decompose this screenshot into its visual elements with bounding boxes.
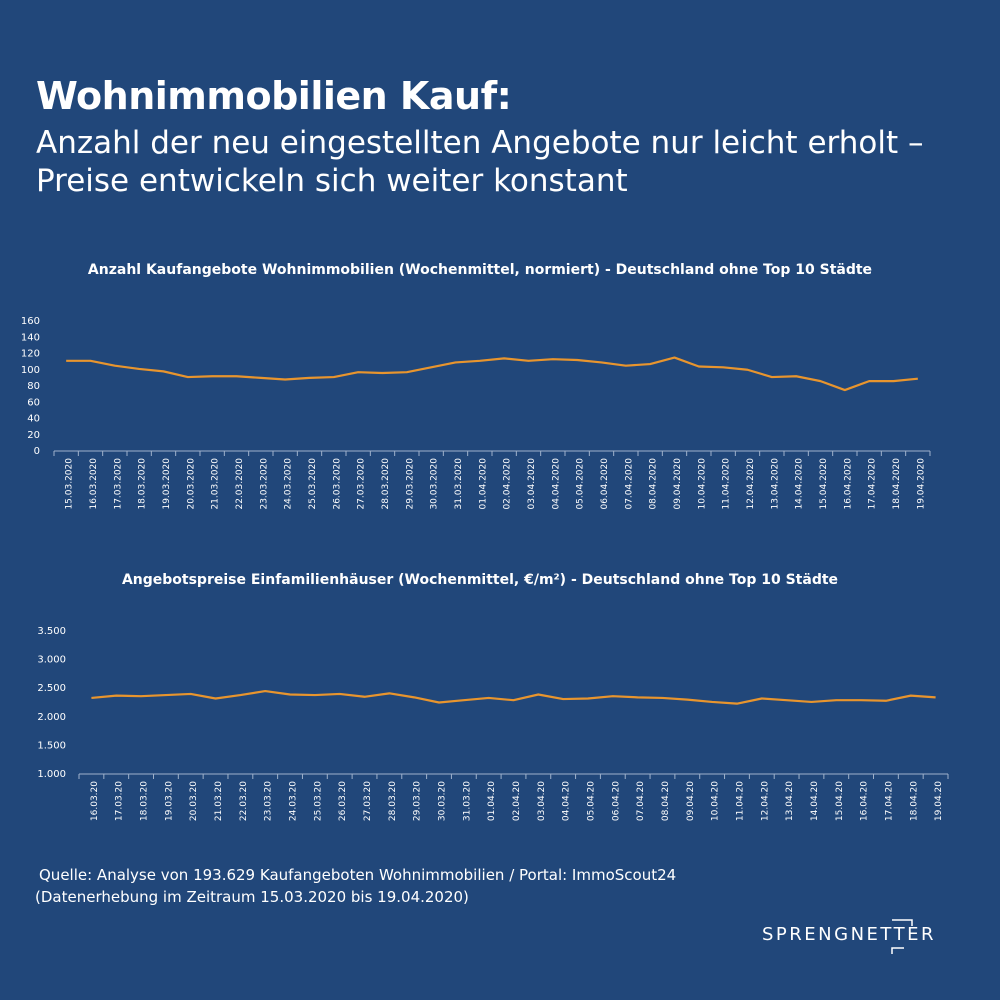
x-tick-label: 27.03.20 [363,781,373,821]
data-line [66,356,918,392]
x-tick-label: 10.04.20 [711,781,721,821]
x-tick-label: 09.04.2020 [673,458,683,510]
x-tick-label: 05.04.2020 [576,458,586,510]
x-tick-label: 30.03.2020 [430,458,440,510]
x-tick-label: 18.03.20 [140,781,150,821]
x-tick-label: 04.04.2020 [551,458,561,510]
x-tick-label: 23.03.2020 [259,458,269,510]
x-tick-label: 15.03.2020 [65,458,75,510]
logo: SPRENGNETTER [762,924,936,945]
x-tick-label: 06.04.20 [611,781,621,821]
x-tick-label: 29.03.2020 [405,458,415,510]
x-tick-label: 19.03.2020 [162,458,172,510]
x-tick-label: 18.04.20 [909,781,919,821]
x-tick-label: 14.04.20 [810,781,820,821]
x-tick-label: 11.04.20 [735,781,745,821]
x-tick-label: 19.04.2020 [916,458,926,510]
x-tick-label: 03.04.2020 [527,458,537,510]
x-tick-label: 16.03.20 [90,781,100,821]
x-tick-label: 04.04.20 [562,781,572,821]
x-tick-label: 14.04.2020 [795,458,805,510]
x-tick-label: 16.04.2020 [843,458,853,510]
y-tick-label: 120 [21,349,40,360]
y-tick-label: 80 [27,381,40,392]
x-tick-label: 27.03.2020 [357,458,367,510]
x-tick-label: 30.03.20 [438,781,448,821]
x-tick-label: 15.04.2020 [819,458,829,510]
x-tick-label: 15.04.20 [835,781,845,821]
x-tick-label: 11.04.2020 [722,458,732,510]
x-tick-label: 31.03.2020 [454,458,464,510]
x-tick-label: 19.04.20 [934,781,944,821]
y-tick-label: 2.500 [37,683,66,694]
y-tick-label: 40 [27,414,40,425]
x-tick-label: 07.04.20 [636,781,646,821]
x-tick-label: 16.03.2020 [89,458,99,510]
x-tick-label: 12.04.2020 [746,458,756,510]
title: Wohnimmobilien Kauf: [36,74,512,118]
x-tick-label: 02.04.2020 [503,458,513,510]
y-tick-label: 2.000 [37,712,66,723]
source: Quelle: Analyse von 193.629 Kaufangebote… [39,866,677,884]
y-tick-label: 0 [34,446,40,457]
x-tick-label: 01.04.2020 [478,458,488,510]
x-tick-label: 06.04.2020 [600,458,610,510]
x-tick-label: 13.04.20 [785,781,795,821]
x-tick-label: 22.03.20 [239,781,249,821]
x-tick-label: 03.04.20 [537,781,547,821]
x-tick-label: 22.03.2020 [235,458,245,510]
x-tick-label: 09.04.20 [686,781,696,821]
y-tick-label: 140 [21,332,40,343]
y-tick-label: 160 [21,316,40,327]
period: (Datenerhebung im Zeitraum 15.03.2020 bi… [35,888,469,906]
chart-title: Angebotspreise Einfamilienhäuser (Wochen… [122,572,838,588]
y-tick-label: 60 [27,397,40,408]
x-tick-label: 24.03.2020 [284,458,294,510]
x-tick-label: 08.04.20 [661,781,671,821]
y-tick-label: 3.500 [37,626,66,637]
x-tick-label: 18.03.2020 [138,458,148,510]
x-tick-label: 18.04.2020 [892,458,902,510]
x-tick-label: 05.04.20 [586,781,596,821]
x-tick-label: 08.04.2020 [649,458,659,510]
x-tick-label: 01.04.20 [487,781,497,821]
x-tick-label: 29.03.20 [413,781,423,821]
y-tick-label: 1.000 [37,769,66,780]
x-tick-label: 10.04.2020 [697,458,707,510]
x-tick-label: 24.03.20 [289,781,299,821]
y-tick-label: 1.500 [37,740,66,751]
y-tick-label: 3.000 [37,655,66,666]
logo-mark [891,919,913,954]
subtitle: Anzahl der neu eingestellten Angebote nu… [36,125,924,199]
x-tick-label: 31.03.20 [462,781,472,821]
x-tick-label: 12.04.20 [760,781,770,821]
x-tick-label: 13.04.2020 [770,458,780,510]
x-tick-label: 26.03.20 [338,781,348,821]
x-tick-label: 07.04.2020 [624,458,634,510]
x-tick-label: 02.04.20 [512,781,522,821]
x-tick-label: 28.03.20 [388,781,398,821]
x-tick-label: 17.03.20 [115,781,125,821]
data-line [91,689,936,705]
x-tick-label: 17.04.20 [884,781,894,821]
x-tick-label: 19.03.20 [164,781,174,821]
x-tick-label: 26.03.2020 [332,458,342,510]
x-tick-label: 28.03.2020 [381,458,391,510]
x-tick-label: 23.03.20 [264,781,274,821]
x-tick-label: 21.03.2020 [211,458,221,510]
x-tick-label: 21.03.20 [214,781,224,821]
x-tick-label: 20.03.2020 [186,458,196,510]
y-tick-label: 20 [27,430,40,441]
x-tick-label: 16.04.20 [860,781,870,821]
x-tick-label: 20.03.20 [189,781,199,821]
x-tick-label: 25.03.2020 [308,458,318,510]
x-tick-label: 17.03.2020 [113,458,123,510]
x-tick-label: 17.04.2020 [868,458,878,510]
chart-title: Anzahl Kaufangebote Wohnimmobilien (Woch… [88,262,872,278]
y-tick-label: 100 [21,365,40,376]
x-tick-label: 25.03.20 [313,781,323,821]
